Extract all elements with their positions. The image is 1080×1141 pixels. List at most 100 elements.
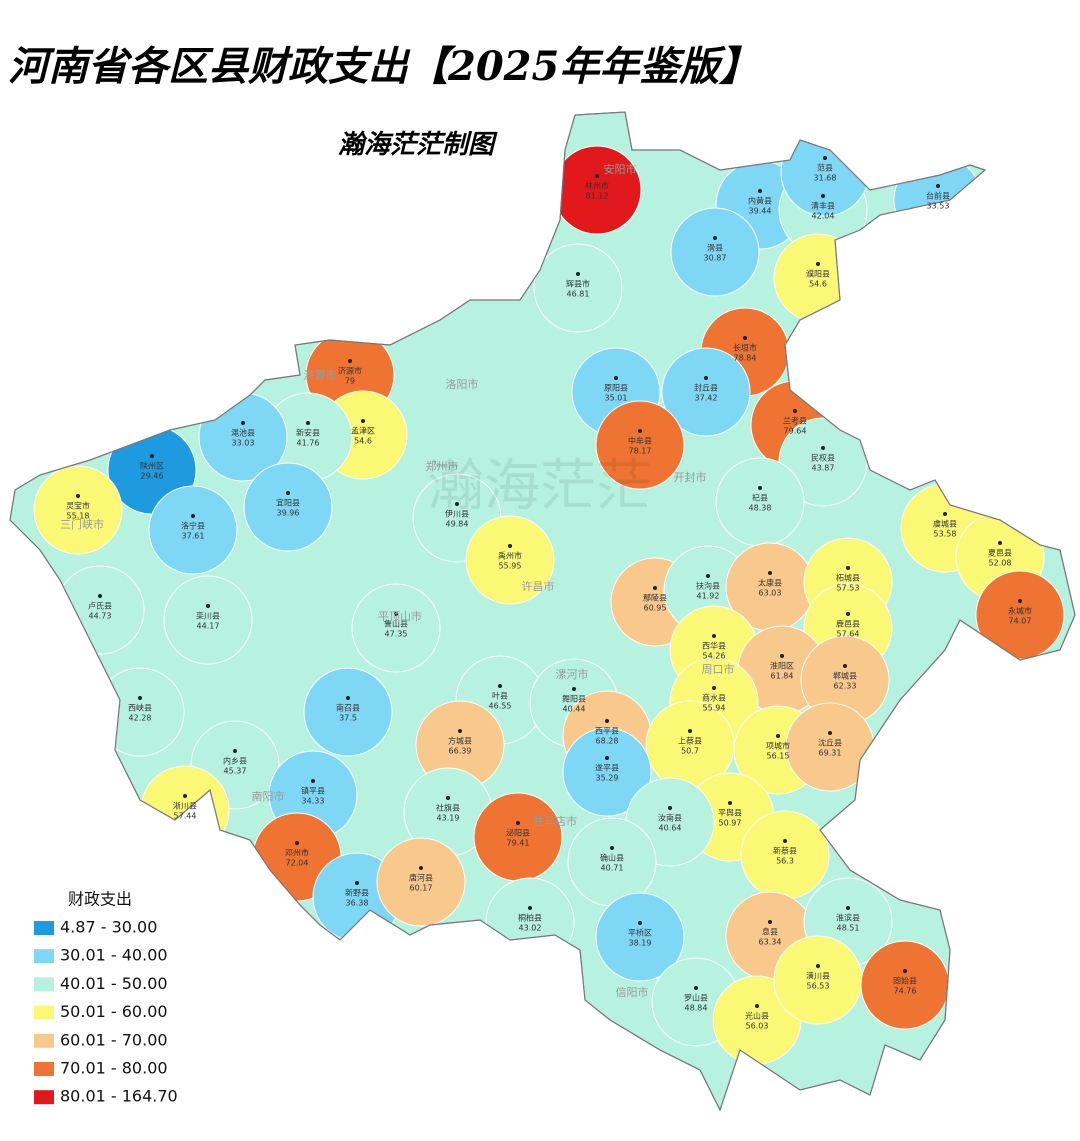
- county-value: 54.26: [703, 652, 726, 661]
- county-seat: [713, 236, 717, 240]
- county-name: 南召县: [336, 703, 360, 713]
- county-value: 49.84: [446, 520, 469, 529]
- county-seat: [823, 156, 827, 160]
- county-value: 60.95: [644, 604, 667, 613]
- legend-label: 4.87 - 30.00: [60, 918, 157, 937]
- county-seat: [286, 491, 290, 495]
- city-name: 郑州市: [426, 459, 459, 473]
- county-value: 78.17: [629, 447, 652, 456]
- county-name: 罗山县: [684, 993, 708, 1003]
- county-name: 确山县: [600, 853, 624, 863]
- county-region: [376, 837, 466, 927]
- county-value: 56.3: [776, 857, 794, 866]
- county-seat: [816, 262, 820, 266]
- county-value: 53.58: [934, 530, 957, 539]
- county-seat: [528, 906, 532, 910]
- county-name: 新蔡县: [773, 846, 797, 856]
- county-value: 63.34: [759, 938, 782, 947]
- city-name: 周口市: [702, 662, 735, 676]
- county-name: 台前县: [926, 191, 950, 201]
- legend-label: 60.01 - 70.00: [60, 1030, 168, 1049]
- county-region: [975, 570, 1065, 660]
- county-region: [351, 583, 441, 673]
- county-name: 淮滨县: [836, 913, 860, 923]
- county-value: 68.28: [596, 737, 619, 746]
- county-value: 42.04: [812, 212, 835, 221]
- county-name: 民权县: [811, 453, 835, 463]
- county-name: 扶沟县: [696, 581, 720, 591]
- county-name: 长垣市: [733, 343, 757, 353]
- county-seat: [508, 544, 512, 548]
- county-seat: [191, 514, 195, 518]
- county-name: 灵宝市: [66, 501, 90, 511]
- county-value: 37.42: [695, 394, 718, 403]
- county-value: 40.64: [659, 824, 682, 833]
- county-name: 鹿邑县: [836, 619, 860, 629]
- county-value: 40.44: [563, 705, 586, 714]
- county-value: 46.81: [567, 290, 590, 299]
- city-name: 南阳市: [252, 789, 285, 803]
- county-seat: [311, 779, 315, 783]
- county-seat: [419, 866, 423, 870]
- county-value: 61.84: [771, 672, 794, 681]
- county-value: 81.12: [586, 192, 609, 201]
- county-value: 56.53: [807, 982, 830, 991]
- county-seat: [755, 1004, 759, 1008]
- county-value: 35.01: [605, 394, 628, 403]
- county-seat: [712, 634, 716, 638]
- city-name: 信阳市: [616, 985, 649, 999]
- legend-label: 70.01 - 80.00: [60, 1059, 168, 1078]
- county-seat: [614, 376, 618, 380]
- city-name: 三门峡市: [60, 517, 104, 531]
- county-seat: [846, 566, 850, 570]
- county-value: 34.33: [302, 797, 325, 806]
- county-name: 西峡县: [128, 703, 152, 713]
- county-seat: [150, 454, 154, 458]
- county-name: 唐河县: [409, 873, 433, 883]
- county-seat: [498, 684, 502, 688]
- legend-label: 80.01 - 164.70: [60, 1087, 178, 1106]
- county-name: 舞阳县: [562, 694, 586, 704]
- county-name: 封丘县: [694, 383, 718, 393]
- county-seat: [668, 806, 672, 810]
- county-name: 林州市: [585, 181, 609, 191]
- county-seat: [816, 964, 820, 968]
- county-seat: [361, 419, 365, 423]
- legend-swatch: [34, 1090, 54, 1105]
- county-seat: [768, 920, 772, 924]
- county-seat: [758, 486, 762, 490]
- county-value: 54.6: [354, 437, 372, 446]
- county-name: 原阳县: [604, 384, 628, 393]
- county-value: 45.37: [224, 767, 247, 776]
- county-value: 62.33: [834, 682, 857, 691]
- legend-swatch: [34, 977, 54, 992]
- county-name: 卢氏县: [88, 601, 112, 611]
- county-value: 48.51: [837, 924, 860, 933]
- county-seat: [712, 686, 716, 690]
- county-seat: [233, 749, 237, 753]
- county-name: 泌阳县: [506, 828, 530, 838]
- city-name: 许昌市: [522, 579, 555, 593]
- county-name: 兰考县: [783, 416, 807, 426]
- county-seat: [688, 729, 692, 733]
- county-name: 太康县: [758, 578, 782, 588]
- county-value: 79: [345, 377, 355, 386]
- county-name: 上蔡县: [678, 736, 702, 746]
- county-value: 31.68: [814, 174, 837, 183]
- county-value: 57.44: [174, 812, 197, 821]
- county-seat: [346, 696, 350, 700]
- legend-swatch: [34, 1062, 54, 1076]
- county-seat: [828, 731, 832, 735]
- county-name: 沈丘县: [818, 738, 842, 748]
- county-name: 平桥区: [628, 928, 652, 938]
- city-name: 漯河市: [556, 667, 589, 681]
- county-name: 叶县: [492, 692, 508, 701]
- county-value: 79.64: [784, 427, 807, 436]
- county-name: 邓州市: [285, 848, 309, 858]
- county-name: 济源市: [338, 366, 362, 376]
- county-region: [562, 727, 652, 817]
- county-value: 78.84: [734, 354, 757, 363]
- county-name: 汝南县: [658, 813, 682, 823]
- legend: 财政支出 4.87 - 30.00 30.01 - 40.00 40.01 - 50…: [34, 890, 178, 1106]
- county-value: 74.07: [1009, 617, 1032, 626]
